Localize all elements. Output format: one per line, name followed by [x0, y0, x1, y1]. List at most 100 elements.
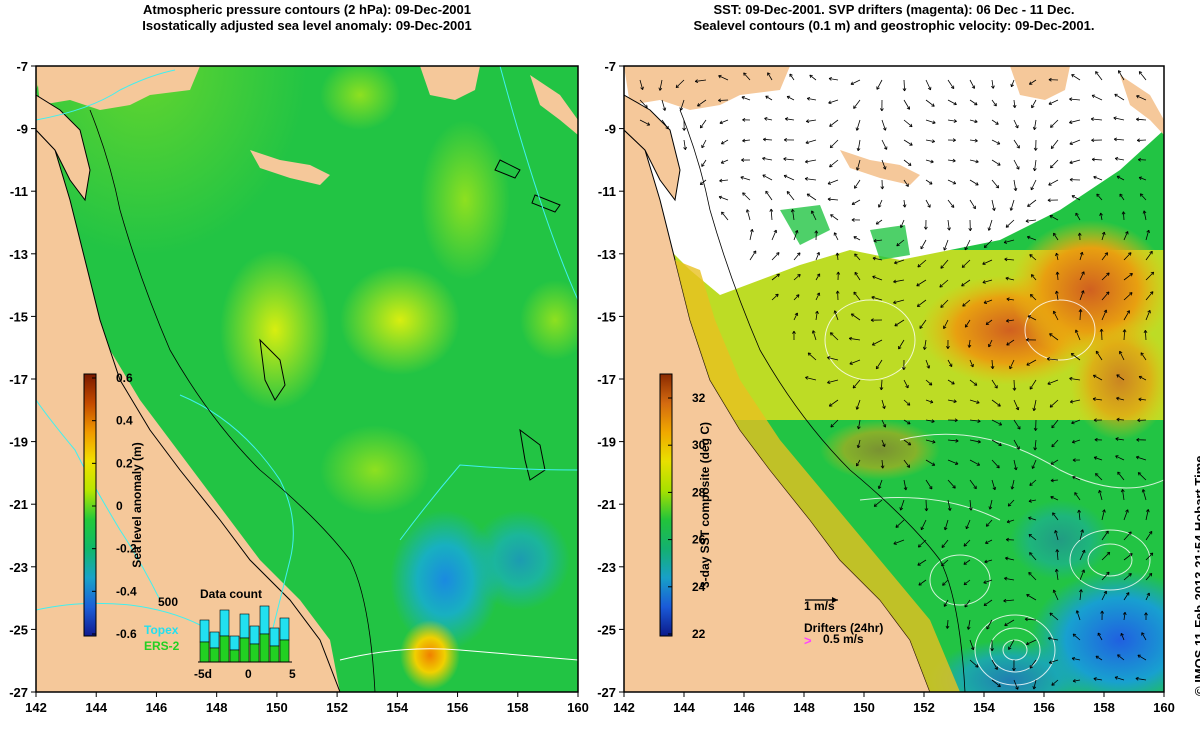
velocity-arrowhead: [701, 144, 705, 149]
velocity-arrowhead: [1138, 397, 1142, 402]
velocity-arrowhead: [992, 486, 997, 491]
velocity-arrowhead: [871, 295, 875, 300]
velocity-arrow: [925, 139, 935, 142]
velocity-arrowhead: [961, 283, 965, 287]
velocity-arrowhead: [1077, 232, 1082, 236]
left-sla-low-2: [470, 510, 570, 610]
velocity-arrowhead: [1116, 175, 1121, 180]
velocity-arrowhead: [743, 72, 747, 76]
velocity-arrowhead: [1005, 224, 1010, 228]
velocity-arrowhead: [965, 525, 969, 530]
velocity-arrowhead: [905, 384, 909, 389]
velocity-arrowhead: [964, 324, 969, 328]
velocity-arrowhead: [997, 683, 1001, 688]
velocity-arrowhead: [720, 160, 725, 164]
velocity-arrowhead: [985, 540, 989, 544]
velocity-arrow: [991, 79, 994, 89]
velocity-arrowhead: [775, 293, 779, 298]
right-axis-y-tick-label: -17: [597, 372, 616, 387]
velocity-arrow: [1028, 572, 1037, 581]
velocity-arrowhead: [932, 439, 936, 444]
right-map: 1 m/s Drifters (24hr) > 0.5 m/s: [624, 66, 1164, 692]
velocity-arrow: [1136, 95, 1147, 101]
left-axis-x-tick-label: 146: [146, 700, 168, 715]
velocity-arrow: [830, 214, 839, 221]
velocity-arrowhead: [931, 103, 935, 107]
velocity-arrow: [1123, 329, 1126, 341]
velocity-arrowhead: [876, 86, 880, 90]
velocity-arrow: [925, 199, 931, 208]
velocity-arrow: [1079, 569, 1085, 581]
velocity-arrowhead: [988, 506, 993, 510]
velocity-arrow: [881, 139, 888, 150]
velocity-arrowhead: [1141, 489, 1146, 493]
velocity-arrow: [880, 379, 883, 390]
velocity-arrowhead: [805, 376, 809, 380]
velocity-arrowhead: [1029, 386, 1033, 390]
velocity-arrowhead: [769, 208, 774, 212]
velocity-arrow: [1101, 530, 1109, 541]
right-sst-coastal-strip: [675, 260, 960, 692]
velocity-arrow: [947, 399, 957, 403]
velocity-arrow: [718, 196, 729, 201]
velocity-arrowhead: [996, 464, 1000, 469]
velocity-arrow: [793, 294, 800, 301]
velocity-arrow: [815, 252, 820, 261]
right-axis-x-tick-label: 154: [973, 700, 995, 715]
velocity-arrowhead: [902, 88, 907, 92]
velocity-arrowhead: [644, 104, 648, 109]
left-pressure-contour-4: [399, 464, 578, 541]
velocity-arrowhead: [856, 463, 860, 467]
velocity-arrowhead: [741, 96, 745, 100]
velocity-arrowhead: [1029, 482, 1033, 486]
velocity-arrow: [925, 499, 927, 512]
sla-colorbar-tick-label: -0.4: [116, 584, 137, 598]
velocity-arrowhead: [767, 72, 771, 76]
velocity-arrowhead: [940, 265, 944, 269]
velocity-arrowhead: [833, 232, 838, 236]
velocity-arrow: [1027, 199, 1037, 207]
velocity-arrowhead: [1138, 157, 1142, 162]
velocity-arrowhead: [1026, 594, 1030, 598]
velocity-arrowhead: [1094, 437, 1098, 442]
velocity-arrowhead: [986, 626, 990, 630]
velocity-arrow: [1118, 70, 1125, 81]
velocity-arrow: [881, 459, 884, 469]
sst-colorbar-tick-label: 24: [692, 580, 706, 594]
velocity-arrowhead: [829, 123, 833, 127]
sst-colorbar-tick-label: 26: [692, 533, 706, 547]
velocity-arrowhead: [926, 365, 931, 369]
velocity-arrow: [1145, 509, 1149, 521]
velocity-arrowhead: [947, 507, 952, 511]
velocity-arrowhead: [1033, 447, 1038, 451]
velocity-arrow: [700, 119, 707, 129]
velocity-arrowhead: [1016, 145, 1020, 149]
velocity-arrowhead: [907, 442, 912, 446]
velocity-arrowhead: [943, 526, 948, 531]
velocity-arrow: [1029, 659, 1037, 669]
velocity-arrowhead: [932, 120, 936, 125]
velocity-arrow: [721, 211, 729, 221]
velocity-arrowhead: [828, 403, 833, 407]
velocity-arrow: [1140, 352, 1147, 361]
velocity-arrowhead: [1113, 137, 1118, 142]
velocity-arrow: [946, 619, 949, 629]
velocity-arrow: [783, 175, 795, 181]
velocity-arrowhead: [1102, 509, 1106, 513]
velocity-arrow: [771, 273, 780, 281]
velocity-arrowhead: [1071, 74, 1075, 78]
velocity-arrowhead: [894, 260, 898, 265]
velocity-arrow: [988, 339, 993, 348]
velocity-arrow: [1028, 499, 1037, 502]
velocity-arrowhead: [1033, 147, 1038, 151]
velocity-arrowhead: [945, 625, 950, 629]
velocity-arrowhead: [1029, 665, 1033, 669]
velocity-arrowhead: [985, 523, 990, 527]
velocity-arrowhead: [1051, 682, 1055, 686]
velocity-arrowhead: [916, 283, 920, 287]
velocity-arrowhead: [955, 438, 959, 443]
velocity-arrow: [1069, 159, 1081, 164]
velocity-arrowhead: [1074, 329, 1079, 333]
velocity-arrowhead: [1071, 439, 1076, 444]
